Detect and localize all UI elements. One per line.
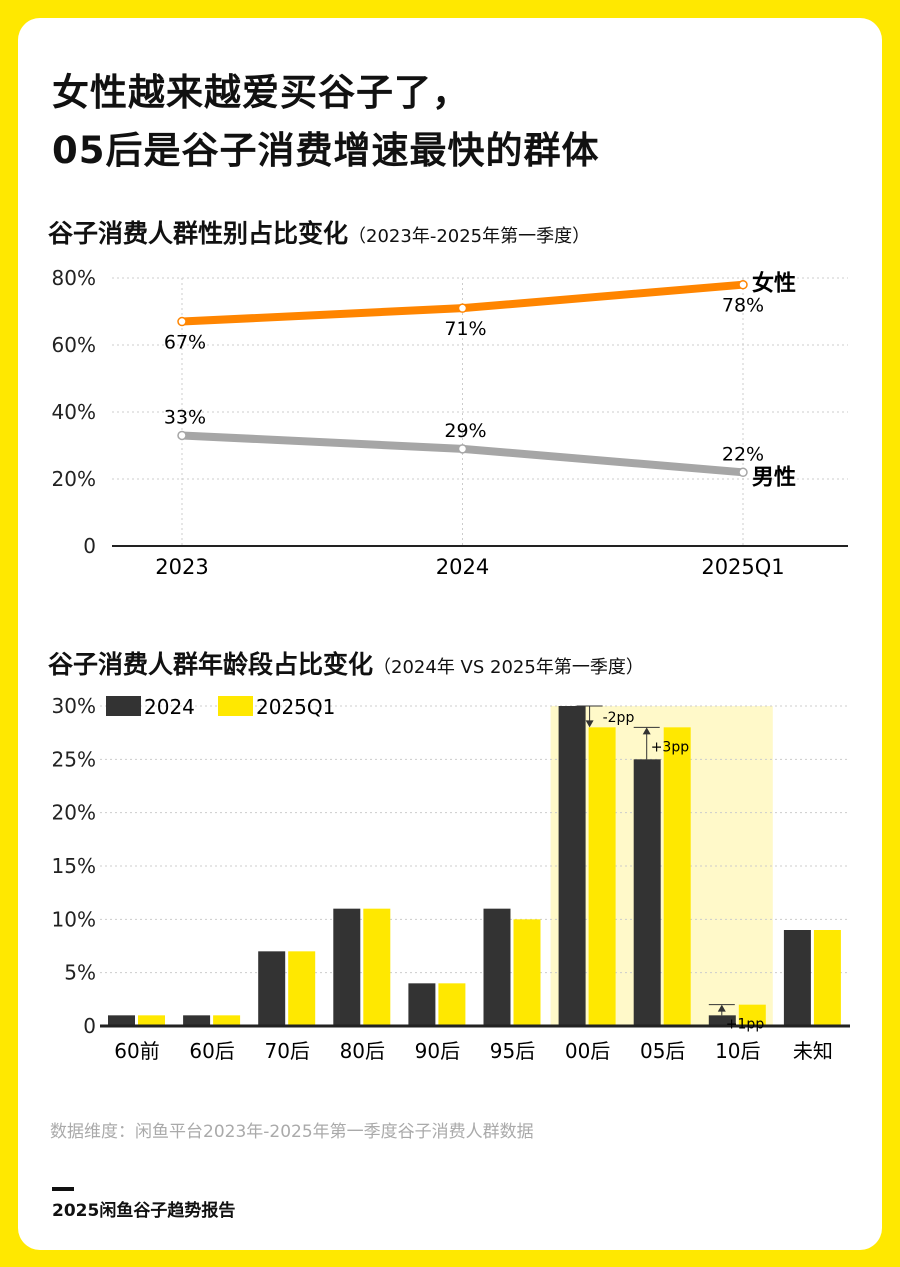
y-tick-label: 40% xyxy=(52,400,96,424)
bar-2025Q1-80后 xyxy=(363,908,391,1026)
data-label: 29% xyxy=(444,420,486,442)
annotation-label: +1pp xyxy=(726,1017,765,1033)
title-line-2: 05后是谷子消费增速最快的群体 xyxy=(52,129,600,172)
bar-2025Q1-70后 xyxy=(288,951,316,1026)
y-tick-label: 80% xyxy=(52,266,96,290)
data-label: 67% xyxy=(164,332,206,354)
legend-label: 2025Q1 xyxy=(256,695,335,719)
y-tick-label: 25% xyxy=(52,747,96,771)
data-point xyxy=(738,279,748,290)
data-point xyxy=(457,444,468,454)
title-line-1: 女性越来越爱买谷子了， xyxy=(52,71,470,114)
arrow-head xyxy=(717,1004,726,1012)
bar-2024-80后 xyxy=(333,908,361,1026)
x-tick-label: 10后 xyxy=(715,1039,760,1063)
annotation-label: +3pp xyxy=(651,739,690,755)
x-tick-label: 2025Q1 xyxy=(701,555,784,579)
x-tick-label: 2024 xyxy=(436,555,489,579)
x-tick-label: 未知 xyxy=(793,1039,833,1063)
bar-2025Q1-95后 xyxy=(513,919,541,1026)
y-tick-label: 60% xyxy=(52,333,96,357)
bar-2024-00后 xyxy=(558,706,586,1026)
arrow-head xyxy=(642,727,651,735)
legend-swatch xyxy=(106,696,141,716)
x-tick-label: 60前 xyxy=(114,1039,159,1063)
data-source: 数据维度：闲鱼平台2023年-2025年第一季度谷子消费人群数据 xyxy=(50,1122,534,1142)
data-label: 33% xyxy=(164,406,206,428)
bar-2024-05后 xyxy=(633,759,661,1026)
x-tick-label: 60后 xyxy=(189,1039,234,1063)
x-tick-label: 80后 xyxy=(340,1039,385,1063)
y-tick-label: 5% xyxy=(64,961,96,985)
bar-2024-70后 xyxy=(258,951,286,1026)
bar-2025Q1-60前 xyxy=(138,1015,165,1026)
legend-swatch xyxy=(218,696,253,716)
bar-2025Q1-90后 xyxy=(438,983,466,1026)
data-point xyxy=(457,303,468,313)
x-tick-label: 00后 xyxy=(565,1039,610,1063)
y-tick-label: 20% xyxy=(52,801,96,825)
bar-2024-60前 xyxy=(108,1015,135,1026)
annotation-label: -2pp xyxy=(603,710,635,726)
brand-mark xyxy=(52,1187,74,1191)
line-title-text: 谷子消费人群性别占比变化 xyxy=(48,219,349,248)
series-label: 男性 xyxy=(752,465,796,490)
line-chart-title: 谷子消费人群性别占比变化（2023年-2025年第一季度） xyxy=(48,214,590,250)
x-tick-label: 05后 xyxy=(640,1039,685,1063)
data-label: 78% xyxy=(722,295,764,317)
bar-2025Q1-未知 xyxy=(813,930,841,1026)
bar-title-text: 谷子消费人群年龄段占比变化 xyxy=(48,650,374,679)
y-tick-label: 20% xyxy=(52,467,96,491)
x-tick-label: 95后 xyxy=(490,1039,535,1063)
x-tick-label: 90后 xyxy=(415,1039,460,1063)
y-tick-label: 0 xyxy=(83,1014,96,1038)
y-tick-label: 30% xyxy=(52,694,96,718)
x-tick-label: 2023 xyxy=(155,555,208,579)
card xyxy=(18,18,882,1250)
page-title: 女性越来越爱买谷子了， 05后是谷子消费增速最快的群体 xyxy=(52,64,600,180)
data-point xyxy=(738,467,748,478)
report-brand: 2025闲鱼谷子趋势报告 xyxy=(52,1201,236,1221)
legend-label: 2024 xyxy=(144,695,195,719)
bar-2024-10后 xyxy=(708,1015,736,1026)
bar-2025Q1-60后 xyxy=(213,1015,241,1026)
bar-2024-90后 xyxy=(408,983,436,1026)
data-label: 22% xyxy=(722,443,764,465)
data-point xyxy=(177,430,187,441)
bar-subtitle: （2024年 VS 2025年第一季度） xyxy=(373,657,644,678)
data-point xyxy=(177,316,187,327)
y-tick-label: 15% xyxy=(52,854,96,878)
y-tick-label: 0 xyxy=(83,534,96,558)
line-subtitle: （2023年-2025年第一季度） xyxy=(348,226,591,247)
bar-2024-60后 xyxy=(183,1015,211,1026)
arrow-head xyxy=(585,720,594,728)
bar-chart-title: 谷子消费人群年龄段占比变化（2024年 VS 2025年第一季度） xyxy=(48,645,644,681)
series-label: 女性 xyxy=(752,271,796,297)
y-tick-label: 10% xyxy=(52,907,96,931)
data-label: 71% xyxy=(444,318,486,340)
x-tick-label: 70后 xyxy=(264,1039,309,1063)
bar-2025Q1-05后 xyxy=(663,727,691,1026)
bar-2025Q1-10后 xyxy=(738,1004,766,1026)
bar-2024-未知 xyxy=(783,930,811,1026)
bar-2025Q1-00后 xyxy=(588,727,616,1026)
bar-2024-95后 xyxy=(483,908,511,1026)
